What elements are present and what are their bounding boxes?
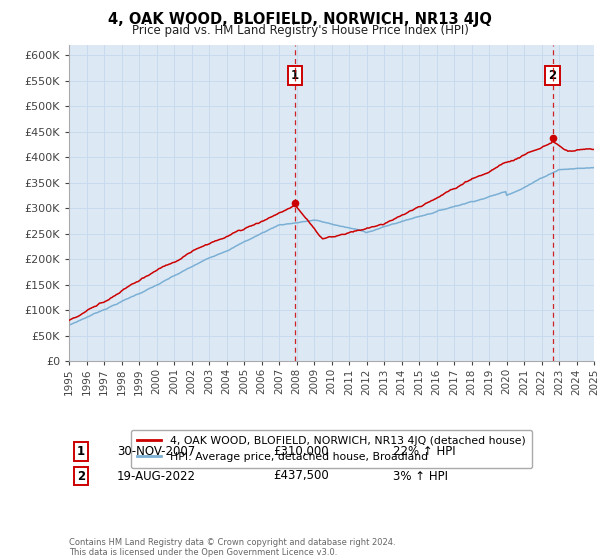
Text: 1: 1 [77,445,85,459]
Text: 4, OAK WOOD, BLOFIELD, NORWICH, NR13 4JQ: 4, OAK WOOD, BLOFIELD, NORWICH, NR13 4JQ [108,12,492,27]
Text: 19-AUG-2022: 19-AUG-2022 [117,469,196,483]
Text: 2: 2 [77,469,85,483]
Text: £310,000: £310,000 [273,445,329,459]
Text: Price paid vs. HM Land Registry's House Price Index (HPI): Price paid vs. HM Land Registry's House … [131,24,469,37]
Text: 2: 2 [548,69,557,82]
Text: £437,500: £437,500 [273,469,329,483]
Text: 22% ↑ HPI: 22% ↑ HPI [393,445,455,459]
Text: 30-NOV-2007: 30-NOV-2007 [117,445,195,459]
Text: Contains HM Land Registry data © Crown copyright and database right 2024.
This d: Contains HM Land Registry data © Crown c… [69,538,395,557]
Text: 1: 1 [291,69,299,82]
Text: 3% ↑ HPI: 3% ↑ HPI [393,469,448,483]
Legend: 4, OAK WOOD, BLOFIELD, NORWICH, NR13 4JQ (detached house), HPI: Average price, d: 4, OAK WOOD, BLOFIELD, NORWICH, NR13 4JQ… [131,430,532,468]
